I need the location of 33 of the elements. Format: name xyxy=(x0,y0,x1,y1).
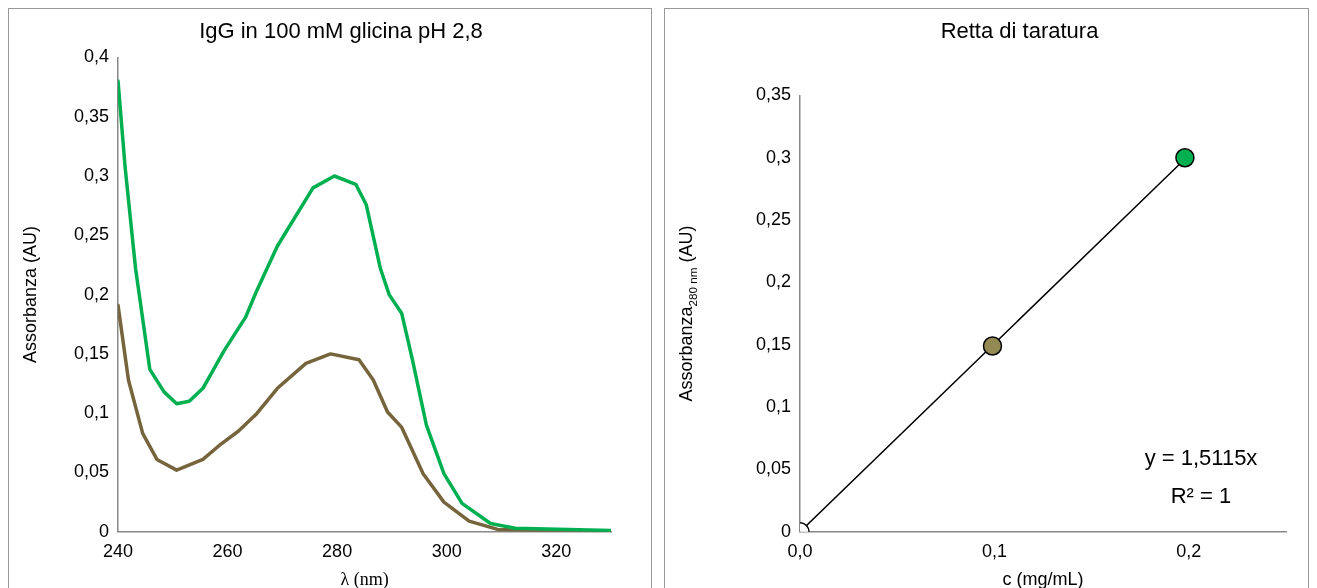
y-tick-label: 0,2 xyxy=(766,271,792,292)
x-tick-label: 240 xyxy=(103,540,134,561)
y-tick-label: 0,05 xyxy=(755,458,792,479)
x-tick-label: 280 xyxy=(322,540,353,561)
y-tick-label: 0,3 xyxy=(84,164,110,185)
y-tick-label: 0,25 xyxy=(73,224,110,245)
x-axis-title: λ (nm) xyxy=(340,568,389,588)
chart-title: Retta di taratura xyxy=(940,18,1100,44)
y-tick-label: 0,3 xyxy=(766,146,792,167)
x-tick-label: 260 xyxy=(212,540,243,561)
y-tick-label: 0,05 xyxy=(73,461,110,482)
y-tick-label: 0 xyxy=(781,520,792,541)
annotation: R² = 1 xyxy=(1170,482,1232,508)
y-axis-title: Assorbanza (AU) xyxy=(19,226,40,364)
chart-title: IgG in 100 mM glicina pH 2,8 xyxy=(199,18,483,44)
x-tick-label: 0,1 xyxy=(981,540,1007,561)
x-axis-title: c (mg/mL) xyxy=(1002,569,1084,588)
y-tick-label: 0,35 xyxy=(755,84,792,105)
y-tick-label: 0,15 xyxy=(73,342,110,363)
x-tick-label: 300 xyxy=(431,540,462,561)
x-tick-label: 320 xyxy=(541,540,572,561)
y-tick-label: 0,2 xyxy=(84,283,110,304)
y-tick-label: 0,15 xyxy=(755,333,792,354)
y-tick-label: 0,35 xyxy=(73,105,110,126)
y-tick-label: 0,4 xyxy=(84,46,110,67)
y-tick-label: 0,1 xyxy=(84,402,110,423)
y-tick-label: 0,1 xyxy=(766,396,792,417)
y-axis-title: Assorbanza280 nm (AU) xyxy=(675,225,699,402)
annotation: y = 1,5115x xyxy=(1144,444,1258,470)
y-tick-label: 0,25 xyxy=(755,209,792,230)
x-tick-label: 0,2 xyxy=(1176,540,1202,561)
x-tick-label: 0,0 xyxy=(787,540,813,561)
y-tick-label: 0 xyxy=(99,520,110,541)
